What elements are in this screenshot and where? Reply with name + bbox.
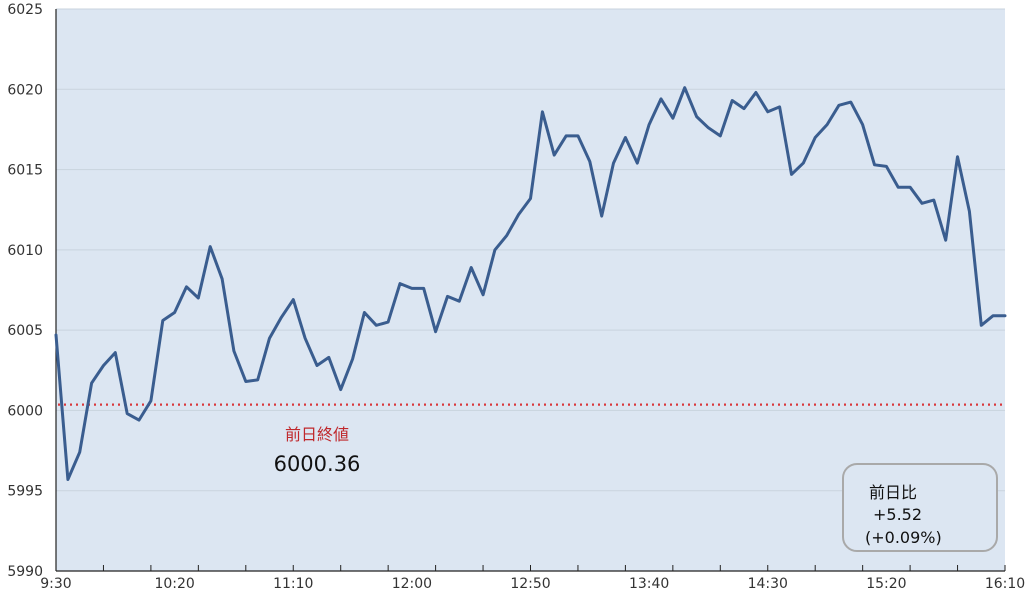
x-tick-label: 14:30 [748,576,788,592]
x-tick-label: 11:10 [273,576,313,592]
y-tick-label: 6025 [7,2,43,18]
y-tick-label: 6020 [7,82,43,98]
x-tick-label: 15:20 [866,576,906,592]
y-tick-labels: 5990 5995 6000 6005 6010 6015 6020 6025 [7,2,43,580]
y-tick-label: 5990 [7,564,43,580]
horizontal-gridlines [56,8,1005,492]
previous-close-value: 6000.36 [274,452,361,476]
x-tick-label: 9:30 [40,576,71,592]
x-tick-label: 13:40 [629,576,669,592]
change-percent: (+0.09%) [865,528,942,547]
y-tick-label: 6000 [7,403,43,419]
x-tick-label: 10:20 [154,576,194,592]
y-tick-label: 6015 [7,163,43,179]
change-summary-box: 前日比 +5.52 (+0.09%) [842,463,998,552]
x-tick-labels: 9:30 10:20 11:10 12:00 12:50 13:40 14:30 15:20 1… [40,576,1025,592]
y-tick-label: 6005 [7,323,43,339]
axes [55,9,1006,572]
previous-close-title: 前日終値 [285,425,349,444]
change-value: +5.52 [873,505,922,524]
change-title: 前日比 [869,483,917,502]
x-tick-label: 16:10 [985,576,1025,592]
price-series-line [54,86,1007,481]
change-box-frame [842,463,998,552]
y-tick-label: 5995 [7,484,43,500]
x-tick-label: 12:00 [392,576,432,592]
x-tick-label: 12:50 [510,576,550,592]
y-tick-label: 6010 [7,243,43,259]
